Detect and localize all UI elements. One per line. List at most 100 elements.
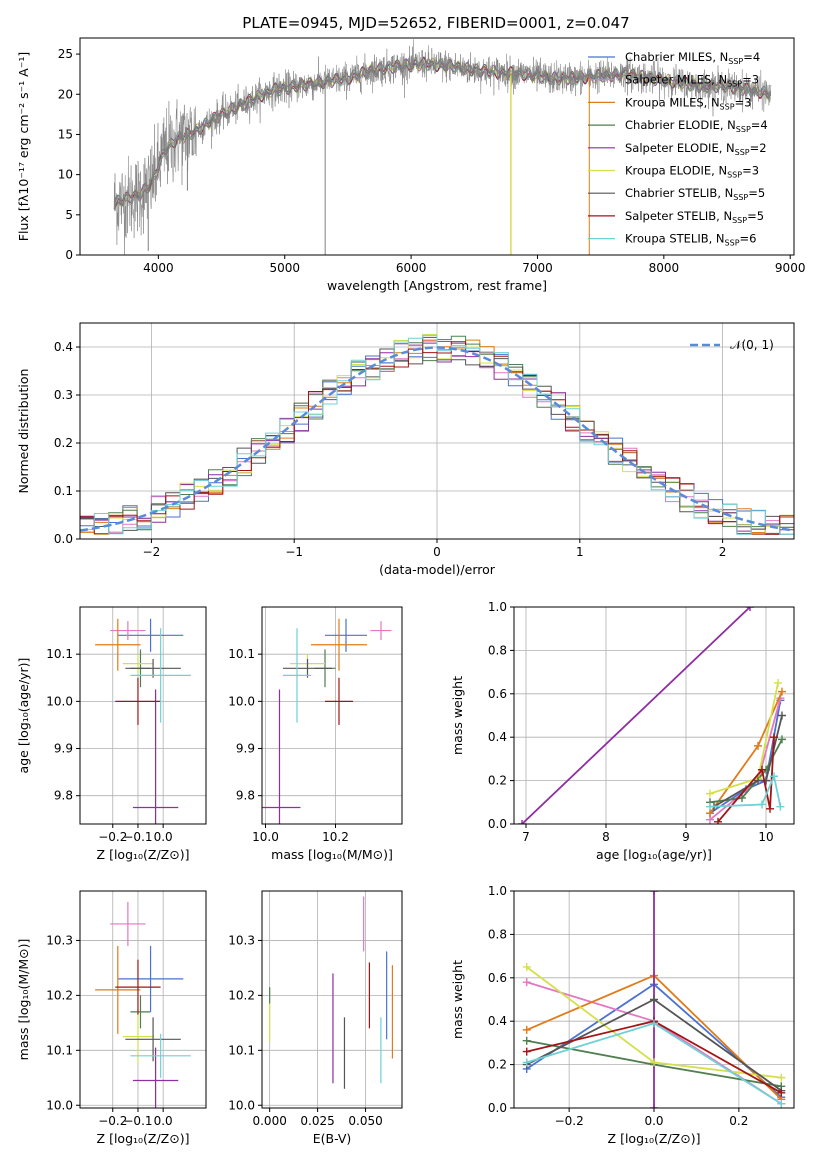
legend-subscript: SSP [732, 216, 747, 225]
weight-marker [714, 817, 722, 824]
y-tick-label: 10.2 [46, 988, 73, 1002]
legend-subscript: SSP [720, 102, 735, 111]
weight-marker [770, 733, 778, 742]
plot-area [80, 334, 794, 535]
figure-title: PLATE=0945, MJD=52652, FIBERID=0001, z=0… [242, 14, 629, 32]
x-tick-label: −0.2 [98, 830, 127, 844]
legend-value: =4 [751, 118, 768, 132]
histogram-series [80, 341, 794, 535]
x-axis-label: Z [log₁₀(Z/Z⊙)] [97, 1131, 190, 1146]
legend-subscript: SSP [733, 193, 748, 202]
weight-marker [746, 607, 754, 611]
x-tick-label: 8000 [649, 261, 680, 275]
legend-entry: Salpeter STELIB, NSSP=5 [625, 209, 764, 225]
y-tick-label: 0.2 [488, 774, 507, 788]
weight-marker [650, 1019, 658, 1028]
legend-subscript: SSP [727, 80, 742, 89]
y-tick-label: 0.4 [54, 340, 73, 354]
weight-line [709, 773, 782, 808]
legend-entry: Kroupa ELODIE, NSSP=3 [625, 164, 759, 180]
y-axis-label: mass [log₁₀(M/M⊙)] [16, 939, 31, 1061]
panel-mass_vs_Z: −0.2−0.1 0.0 10.0 10.1 10.2 10.3 Z [log₁₀(Z/Z⊙… [16, 890, 207, 1146]
y-tick-label: 10.1 [228, 1043, 255, 1057]
legend-subscript: SSP [725, 239, 740, 248]
weight-marker [522, 978, 531, 987]
y-tick-label: 25 [58, 47, 73, 61]
y-tick-label: 0.8 [488, 927, 507, 941]
legend-value: =5 [748, 186, 765, 200]
panel-weight_vs_Z: −0.2 0.0 0.2 0.0 0.2 0.4 0.6 0.8 1.0 Z [log₁₀(Z/Z… [450, 884, 795, 1146]
axes-frame [261, 606, 403, 825]
weight-marker [706, 802, 714, 811]
y-tick-label: 10.3 [228, 933, 255, 947]
plot-area [95, 618, 191, 824]
x-tick-label: 5000 [269, 261, 300, 275]
data-line [113, 39, 772, 255]
x-tick-label: −0.1 [123, 830, 152, 844]
y-tick-label: 5 [65, 208, 73, 222]
y-axis-label: age [log₁₀(age/yr)] [16, 658, 31, 774]
weight-marker [650, 891, 658, 895]
x-tick-label: 10.2 [322, 830, 349, 844]
x-tick-label: 0.0 [154, 830, 173, 844]
y-tick-label: 10.0 [228, 694, 255, 708]
weight-marker [770, 772, 778, 781]
weight-marker [766, 804, 774, 813]
plot-area [269, 896, 394, 1089]
y-tick-label: 0.2 [54, 436, 73, 450]
y-tick-label: 1.0 [488, 600, 507, 614]
weight-marker [778, 735, 786, 744]
x-tick-label: 0.0 [154, 1114, 173, 1128]
axes-frame [261, 890, 403, 1109]
x-tick-label: 0 [433, 545, 441, 559]
x-tick-label: −2 [143, 545, 161, 559]
weight-marker [754, 741, 762, 750]
y-axis-label: Normed distribution [16, 369, 31, 494]
weight-marker [522, 1036, 531, 1045]
weight-marker [522, 1025, 531, 1034]
x-tick-label: −1 [285, 545, 303, 559]
y-tick-label: 0.0 [488, 817, 507, 831]
panel-mass_vs_ebv: 0.000 0.025 0.050 10.0 10.1 10.2 10.3 E(B-V) [228, 890, 403, 1146]
weight-marker [758, 800, 766, 809]
x-tick-label: 0.2 [729, 1114, 748, 1128]
weight-marker [778, 687, 786, 696]
weight-marker [776, 802, 785, 811]
x-tick-label: 7 [522, 830, 530, 844]
y-tick-label: 10.0 [46, 1098, 73, 1112]
legend-subscript: SSP [736, 125, 751, 134]
y-tick-label: 9.8 [54, 789, 73, 803]
legend-subscript: SSP [727, 171, 742, 180]
panel-age_vs_mass: 10.0 10.2 9.8 9.9 10.0 10.1 mass [log₁₀(M/M⊙)] [228, 606, 403, 862]
axes-frame [79, 37, 795, 256]
x-tick-label: 0.025 [300, 1114, 334, 1128]
weight-marker [777, 1099, 786, 1108]
panel-age_vs_Z: −0.2−0.1 0.0 9.8 9.9 10.0 10.1 Z [log₁₀(Z/Z⊙)]… [16, 606, 207, 862]
weight-marker [522, 962, 531, 971]
weight-marker [777, 1088, 786, 1097]
y-tick-label: 9.8 [236, 789, 255, 803]
panel-spectrum: 4000 5000 6000 7000 8000 9000 0 5 10 15 20 25 wavele… [16, 37, 805, 293]
axes-frame [79, 606, 207, 825]
y-tick-label: 10.2 [228, 988, 255, 1002]
histogram-series [80, 334, 794, 535]
x-tick-label: 4000 [143, 261, 174, 275]
y-tick-label: 0.1 [54, 484, 73, 498]
y-tick-label: 10.1 [46, 647, 73, 661]
axes-frame [513, 606, 795, 825]
legend-value: =3 [742, 73, 759, 87]
y-tick-label: 0.6 [488, 687, 507, 701]
weight-marker [778, 711, 786, 720]
x-tick-label: 0.0 [644, 1114, 663, 1128]
weight-marker [774, 678, 782, 687]
legend-entry: 𝒩(0, 1) [730, 338, 774, 352]
panel-weight_vs_age: 7 8 9 10 0.0 0.2 0.4 0.6 0.8 1.0 age [log₁₀(age/yr… [450, 600, 795, 862]
x-tick-label: −0.2 [98, 1114, 127, 1128]
plot-area [95, 901, 191, 1108]
y-tick-label: 10.0 [228, 1098, 255, 1112]
y-axis-label: mass weight [450, 676, 465, 755]
legend-entry: Chabrier STELIB, NSSP=5 [625, 186, 765, 202]
y-tick-label: 0 [65, 248, 73, 262]
weight-marker [777, 1073, 786, 1082]
